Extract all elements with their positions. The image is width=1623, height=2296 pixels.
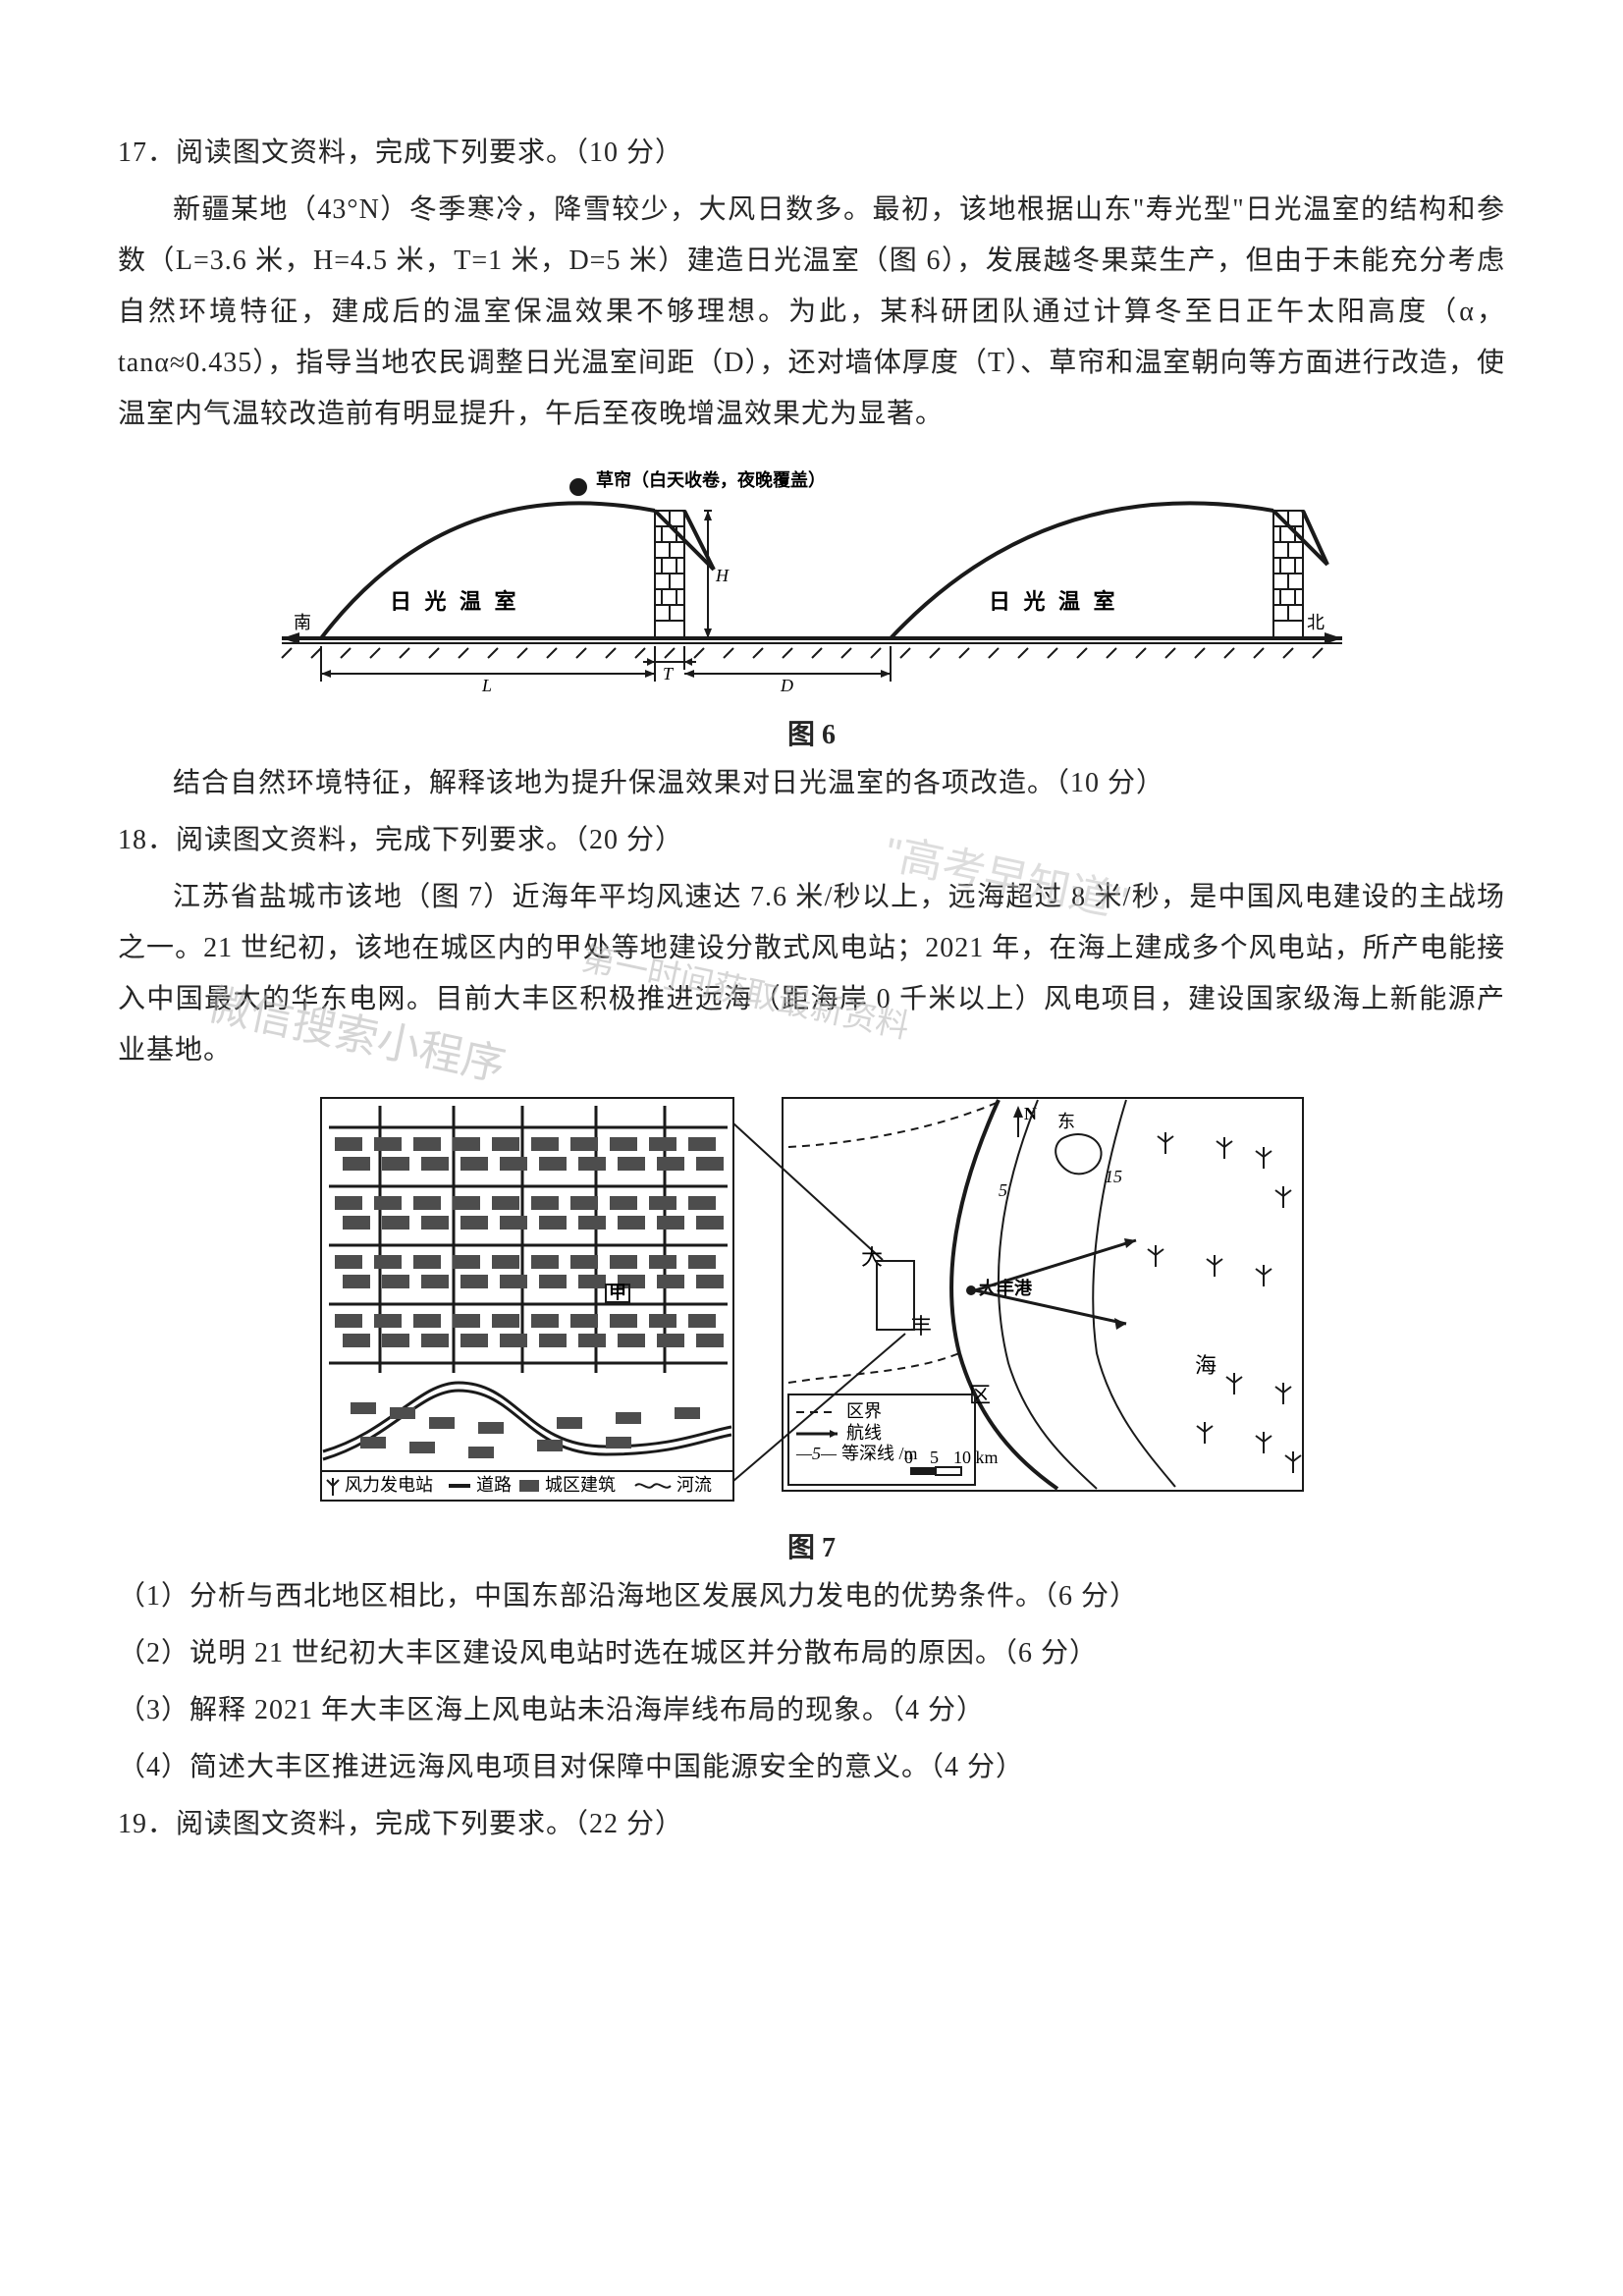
curtain-label: 草帘（白天收卷，夜晚覆盖） [596, 469, 826, 490]
label-jia: 甲 [609, 1283, 626, 1302]
q18-sub4: （4）简述大丰区推进远海风电项目对保障中国能源安全的意义。（4 分） [118, 1742, 1505, 1793]
q17-task: 结合自然环境特征，解释该地为提升保温效果对日光温室的各项改造。（10 分） [118, 758, 1505, 809]
legend-river: 河流 [676, 1475, 712, 1495]
depth-15: 15 [1105, 1167, 1122, 1186]
figure-7-caption: 图 7 [787, 1526, 836, 1565]
legend-city: 城区建筑 [545, 1475, 616, 1495]
q18-body: 江苏省盐城市该地（图 7）近海年平均风速达 7.6 米/秒以上，远海超过 8 米… [118, 872, 1505, 1076]
legend-route: 航线 [846, 1423, 882, 1443]
offshore-turbines [1148, 1132, 1301, 1473]
legend-road: 道路 [476, 1475, 512, 1495]
dim-d: D [780, 676, 793, 695]
svg-text:5: 5 [930, 1448, 939, 1467]
label-dong: 东 [1057, 1112, 1075, 1131]
legend-boundary: 区界 [846, 1401, 882, 1421]
q18-body-wrap: 江苏省盐城市该地（图 7）近海年平均风速达 7.6 米/秒以上，远海超过 8 米… [118, 872, 1505, 1076]
dir-north: 北 [1307, 613, 1325, 632]
q18-sub3: （3）解释 2021 年大丰区海上风电站未沿海岸线布局的现象。（4 分） [118, 1685, 1505, 1736]
figure-6: 南 北 草帘（白天收卷，夜晚覆盖） [118, 452, 1505, 752]
greenhouse1-text: 日 光 温 室 [390, 589, 520, 614]
q18-sub2: （2）说明 21 世纪初大丰区建设风电站时选在城区并分散布局的原因。（6 分） [118, 1628, 1505, 1679]
label-da: 大 [861, 1245, 883, 1270]
q17-heading: 17．阅读图文资料，完成下列要求。（10 分） [118, 128, 1505, 179]
q17-body: 新疆某地（43°N）冬季寒冷，降雪较少，大风日数多。最初，该地根据山东"寿光型"… [118, 185, 1505, 440]
depth-5: 5 [999, 1180, 1007, 1200]
exam-page: 17．阅读图文资料，完成下列要求。（10 分） 新疆某地（43°N）冬季寒冷，降… [0, 0, 1623, 1954]
svg-text:—5—: —5— [795, 1444, 838, 1463]
q18-heading: 18．阅读图文资料，完成下列要求。（20 分） [118, 815, 1505, 866]
figure-6-svg: 南 北 草帘（白天收卷，夜晚覆盖） [262, 452, 1362, 707]
q19-heading: 19．阅读图文资料，完成下列要求。（22 分） [118, 1799, 1505, 1850]
q18-sub1: （1）分析与西北地区相比，中国东部沿海地区发展风力发电的优势条件。（6 分） [118, 1571, 1505, 1622]
figure-7-svg: 甲 风力发电站 道路 城区建筑 河流 N [311, 1088, 1313, 1520]
dim-h: H [715, 566, 730, 585]
svg-text:10 km: 10 km [953, 1448, 999, 1467]
legend-turbine: 风力发电站 [345, 1475, 433, 1495]
figure-6-caption: 图 6 [787, 713, 836, 752]
dim-l: L [481, 676, 492, 695]
svg-text:0: 0 [904, 1448, 913, 1467]
dim-t: T [663, 664, 675, 683]
greenhouse2-text: 日 光 温 室 [989, 589, 1119, 614]
label-sea: 海 [1195, 1353, 1217, 1378]
figure-7: 甲 风力发电站 道路 城区建筑 河流 N [118, 1088, 1505, 1565]
dir-south: 南 [294, 613, 311, 632]
